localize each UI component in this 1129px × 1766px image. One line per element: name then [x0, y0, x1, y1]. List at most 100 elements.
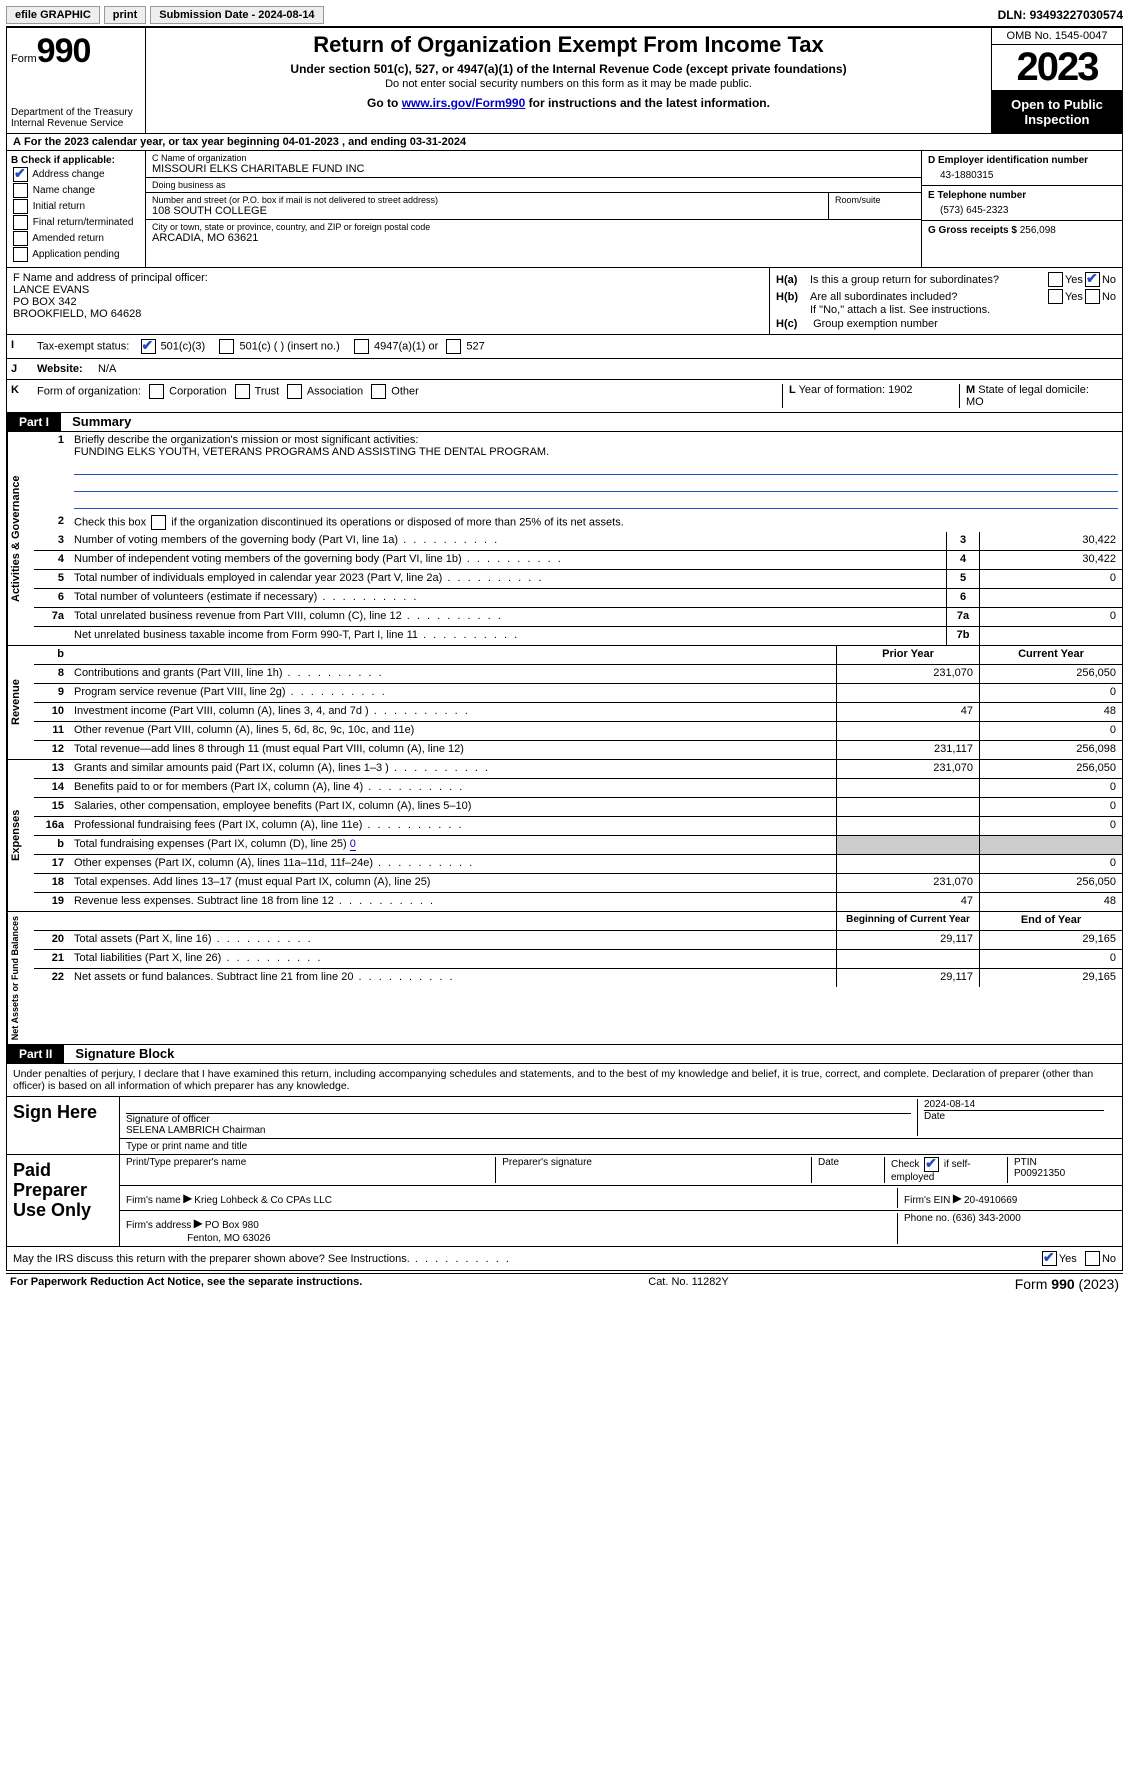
chk-initial-return[interactable]: Initial return — [11, 199, 141, 214]
chk-discontinued[interactable] — [151, 515, 166, 530]
chk-application-pending[interactable]: Application pending — [11, 247, 141, 262]
expenses-section: Expenses 13Grants and similar amounts pa… — [6, 760, 1123, 912]
footer-form-post: (2023) — [1075, 1276, 1119, 1292]
line-num: b — [34, 836, 70, 854]
print-button[interactable]: print — [104, 6, 146, 24]
city-value: ARCADIA, MO 63621 — [152, 232, 915, 244]
irs-link[interactable]: www.irs.gov/Form990 — [402, 96, 526, 110]
ha-yes-checkbox[interactable] — [1048, 272, 1063, 287]
hb-label: H(b) — [776, 291, 810, 303]
row-j: J Website: N/A — [7, 359, 1122, 380]
part1-title: Summary — [64, 414, 131, 429]
row-a-tax-year: A For the 2023 calendar year, or tax yea… — [6, 134, 1123, 151]
dept-treasury: Department of the Treasury — [11, 107, 141, 118]
ha-no-checkbox[interactable] — [1085, 272, 1100, 287]
curr-val: 0 — [979, 798, 1122, 816]
checkbox-icon — [13, 183, 28, 198]
form-header: Form990 Department of the Treasury Inter… — [6, 28, 1123, 134]
chk-other[interactable] — [371, 384, 386, 399]
chk-final-return[interactable]: Final return/terminated — [11, 215, 141, 230]
net-assets-section: Net Assets or Fund Balances Beginning of… — [6, 912, 1123, 1045]
curr-val: 48 — [979, 893, 1122, 911]
chk-label: Amended return — [32, 233, 104, 244]
officer-addr2: BROOKFIELD, MO 64628 — [13, 308, 763, 320]
sign-here-label: Sign Here — [7, 1097, 120, 1154]
dept-irs: Internal Revenue Service — [11, 118, 141, 129]
hb-no-checkbox[interactable] — [1085, 289, 1100, 304]
curr-val: 256,050 — [979, 874, 1122, 892]
chk-4947[interactable] — [354, 339, 369, 354]
footer-form-pre: Form — [1015, 1276, 1052, 1292]
chk-self-employed[interactable] — [924, 1157, 939, 1172]
firm-addr2: Fenton, MO 63026 — [187, 1233, 270, 1244]
opt-501c3: 501(c)(3) — [161, 340, 206, 352]
part2-label: Part II — [7, 1045, 64, 1063]
form-title: Return of Organization Exempt From Incom… — [154, 32, 983, 58]
line-text: Total number of volunteers (estimate if … — [70, 589, 946, 607]
line-val: 0 — [979, 570, 1122, 588]
chk-name-change[interactable]: Name change — [11, 183, 141, 198]
prior-val — [836, 722, 979, 740]
self-employed: Check if self-employed — [891, 1157, 1008, 1183]
goto-pre: Go to — [367, 96, 402, 110]
line16b-text: Total fundraising expenses (Part IX, col… — [74, 838, 350, 850]
gross-label: G Gross receipts $ — [928, 225, 1020, 236]
line-text: Net unrelated business taxable income fr… — [70, 627, 946, 645]
chk-corporation[interactable] — [149, 384, 164, 399]
form-subtitle: Under section 501(c), 527, or 4947(a)(1)… — [154, 62, 983, 76]
line-num: 5 — [34, 570, 70, 588]
perjury-declaration: Under penalties of perjury, I declare th… — [7, 1064, 1122, 1097]
chk-amended-return[interactable]: Amended return — [11, 231, 141, 246]
opt-corp: Corporation — [169, 385, 226, 397]
ptin-value: P00921350 — [1014, 1168, 1065, 1179]
firm-name-label: Firm's name — [126, 1195, 183, 1206]
prior-val — [836, 836, 979, 854]
curr-val: 256,050 — [979, 665, 1122, 683]
line-text: Total number of individuals employed in … — [70, 570, 946, 588]
chk-association[interactable] — [287, 384, 302, 399]
firm-addr1: PO Box 980 — [205, 1220, 259, 1231]
bcd-block: B Check if applicable: Address change Na… — [6, 151, 1123, 268]
header-middle: Return of Organization Exempt From Incom… — [146, 28, 992, 133]
end-val: 29,165 — [979, 931, 1122, 949]
chk-address-change[interactable]: Address change — [11, 167, 141, 182]
hc-label: H(c) — [776, 318, 810, 330]
ein-label: D Employer identification number — [928, 155, 1116, 166]
tax-year-end: 03-31-2024 — [410, 136, 466, 148]
type-name-label: Type or print name and title — [126, 1141, 253, 1152]
chk-label: Name change — [33, 185, 95, 196]
paid-preparer-row: Paid Preparer Use Only Print/Type prepar… — [7, 1155, 1122, 1247]
hb-yes-checkbox[interactable] — [1048, 289, 1063, 304]
prior-val: 231,070 — [836, 665, 979, 683]
mission-label: Briefly describe the organization's miss… — [74, 434, 1118, 446]
part1-label: Part I — [7, 413, 61, 431]
box-h: H(a) Is this a group return for subordin… — [770, 268, 1122, 334]
efile-graphic-button[interactable]: efile GRAPHIC — [6, 6, 100, 24]
hdr-begin: Beginning of Current Year — [836, 912, 979, 930]
no-label: No — [1102, 1253, 1116, 1265]
firm-phone: (636) 343-2000 — [952, 1213, 1020, 1224]
opt-501c: 501(c) ( ) (insert no.) — [239, 340, 339, 352]
line-text: Total unrelated business revenue from Pa… — [70, 608, 946, 626]
discuss-no-checkbox[interactable] — [1085, 1251, 1100, 1266]
open-to-public: Open to Public Inspection — [992, 91, 1122, 133]
box-c: C Name of organization MISSOURI ELKS CHA… — [146, 151, 922, 267]
chk-trust[interactable] — [235, 384, 250, 399]
fundraising-total: 0 — [350, 838, 356, 851]
tax-year: 2023 — [992, 45, 1122, 91]
mission-block: Briefly describe the organization's miss… — [70, 432, 1122, 513]
form-org-label: Form of organization: — [37, 385, 141, 397]
line-num: 15 — [34, 798, 70, 816]
discuss-yes-checkbox[interactable] — [1042, 1251, 1057, 1266]
line-box: 3 — [946, 532, 979, 550]
chk-501c[interactable] — [219, 339, 234, 354]
chk-527[interactable] — [446, 339, 461, 354]
hdr-end: End of Year — [979, 912, 1122, 930]
yes-label: Yes — [1059, 1253, 1077, 1265]
dln-label: DLN: — [998, 8, 1030, 22]
prior-val — [836, 798, 979, 816]
curr-val: 256,098 — [979, 741, 1122, 759]
firm-ein-label: Firm's EIN — [904, 1195, 953, 1206]
chk-501c3[interactable] — [141, 339, 156, 354]
opt-other: Other — [391, 385, 419, 397]
